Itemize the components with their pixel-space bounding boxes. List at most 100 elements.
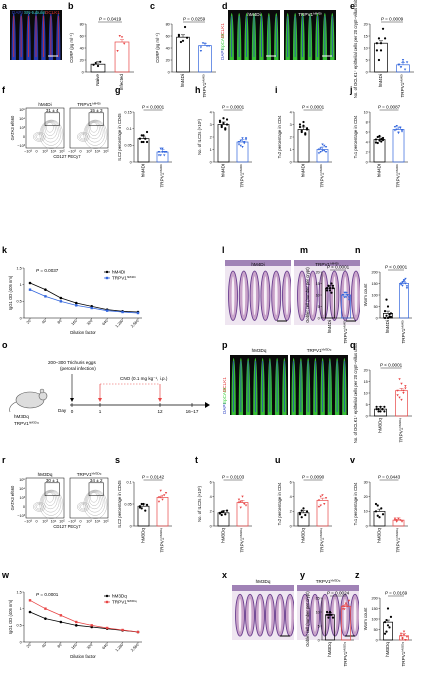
data-point-z	[383, 621, 387, 624]
legend-marker-w-0	[105, 594, 109, 598]
data-point-z	[402, 630, 406, 633]
data-point-s	[159, 489, 162, 492]
data-point-s	[140, 502, 143, 506]
x-tick-label-k: 40	[41, 319, 47, 325]
image-l-left	[225, 260, 291, 325]
data-point-q	[396, 389, 399, 392]
data-point-y	[343, 605, 346, 608]
flow-contour-r	[43, 491, 58, 510]
x-axis-label-k: Dilution factor	[70, 330, 96, 335]
chart-z: 0 50 100 150 200 Worm count P = 0.0169 hM3Dq TRP…	[363, 591, 412, 666]
y-tick-label-q: 15	[364, 380, 368, 384]
data-point-z	[404, 639, 407, 642]
y-tick-label-h: 3	[210, 123, 212, 127]
y-tick-label-u: 6	[290, 480, 292, 484]
y-tick-label-m: 15	[316, 282, 320, 286]
timeline-day-0: 0	[71, 409, 74, 414]
image-a	[10, 10, 62, 60]
data-point-e	[379, 49, 383, 52]
data-point-z	[389, 615, 393, 619]
data-point-y	[341, 608, 345, 611]
image-p-label-1: EpCAM	[222, 388, 227, 404]
flow-x-tick-r: 10⁴	[51, 520, 57, 524]
data-point-t	[239, 500, 242, 503]
data-point-n	[383, 316, 387, 320]
flow-contour-f	[77, 132, 90, 142]
schematic-o: 200–300 Trichuris eggs(peroral infection…	[9, 360, 210, 426]
data-point-q	[377, 408, 380, 411]
data-point-v	[400, 520, 404, 523]
flow-y-tick-f: 10⁵	[19, 108, 25, 112]
panel-letter-e: e	[350, 1, 355, 11]
chart-b: 0 20 40 60 80 CGRP (pg ml⁻¹) P = 0.0419 Naive In…	[69, 17, 134, 90]
p-value-j: P = 0.0087	[378, 105, 401, 110]
flow-x-tick-r: 10³	[86, 520, 92, 524]
p-value-y: P = 0.0024	[327, 591, 350, 596]
data-point-q	[379, 405, 382, 408]
x-tick-label-w: 40	[41, 643, 47, 649]
flow-gate-r-0	[44, 482, 60, 496]
data-point-c	[183, 25, 187, 29]
legend-label-k-0: hM4Di	[112, 270, 125, 275]
series-point-w-1	[136, 630, 140, 634]
image-d-right	[284, 10, 336, 60]
crypt-lumen	[288, 598, 292, 632]
image-p-label-0: DAPI	[222, 403, 227, 414]
bar-c-1	[198, 45, 212, 73]
image-x-title-right: TRPV1hM3Dq	[316, 578, 341, 584]
bar-c-0	[176, 36, 190, 73]
data-point-t	[243, 503, 246, 506]
data-point-j	[400, 129, 404, 132]
crypt-lumen	[353, 598, 357, 632]
x-category-label-s: hM3Dq	[141, 528, 146, 543]
bar-e-1	[396, 64, 410, 73]
data-point-h	[244, 137, 248, 140]
data-point-n	[386, 316, 390, 320]
data-point-c	[177, 33, 181, 36]
x-tick-label-k: 640	[102, 319, 109, 326]
y-tick-label-j: 10	[364, 110, 368, 114]
bar-u-1	[316, 499, 329, 527]
y-tick-label-w: 1	[20, 607, 22, 611]
data-point-u	[323, 503, 326, 506]
data-point-j	[395, 125, 398, 128]
y-tick-label-j: 6	[366, 130, 368, 134]
data-point-s	[159, 496, 162, 499]
flow-gate-value-r-0: 30 ± 1	[46, 478, 59, 483]
timeline-arrow	[205, 402, 210, 408]
panel-letter-p: p	[222, 340, 228, 350]
data-point-g	[161, 151, 164, 154]
y-tick-label-e: 20	[364, 22, 368, 26]
chart-n: 0 50 100 150 200 Worm count P < 0.0001 hM4Di TRP…	[363, 265, 412, 343]
flow-x-label-r: CD127 PECy7	[53, 524, 81, 529]
data-point-u	[317, 505, 321, 509]
data-point-v	[399, 519, 402, 522]
data-point-n	[389, 312, 393, 315]
data-point-e	[399, 66, 403, 69]
flow-y-tick-r: 10⁵	[19, 478, 25, 482]
data-point-g	[164, 151, 168, 154]
x-category-label-z: hM3Dq	[385, 642, 390, 657]
flow-x-tick-f: 10⁴	[95, 150, 101, 154]
data-point-j	[393, 126, 397, 129]
data-point-t	[225, 509, 229, 512]
x-category-label-c: hM4Di	[180, 74, 185, 87]
data-point-y	[344, 602, 348, 605]
panel-letter-q: q	[350, 340, 356, 350]
data-point-n	[404, 282, 407, 285]
data-point-q	[404, 385, 407, 388]
flow-x-tick-r: −10³	[24, 520, 32, 524]
y-tick-label-u: 4	[290, 495, 292, 499]
y-tick-label-b: 20	[80, 58, 84, 62]
x-tick-label-w: 160	[71, 643, 78, 650]
data-point-n	[401, 281, 404, 284]
data-point-y	[325, 610, 329, 614]
image-p-title-right: TRPV1hM3Dq	[307, 347, 332, 353]
flow-contour-f	[34, 133, 44, 141]
y-tick-label-s: 0	[130, 524, 132, 528]
y-axis-label-v: Tₕ1 percentage in CD4	[353, 482, 358, 525]
data-point-q	[398, 378, 401, 381]
x-category-label-y: TRPV1hM3Dq	[343, 642, 349, 667]
x-category-label-s: TRPV1hM3Dq	[159, 528, 165, 553]
flow-contour-r	[33, 502, 46, 512]
